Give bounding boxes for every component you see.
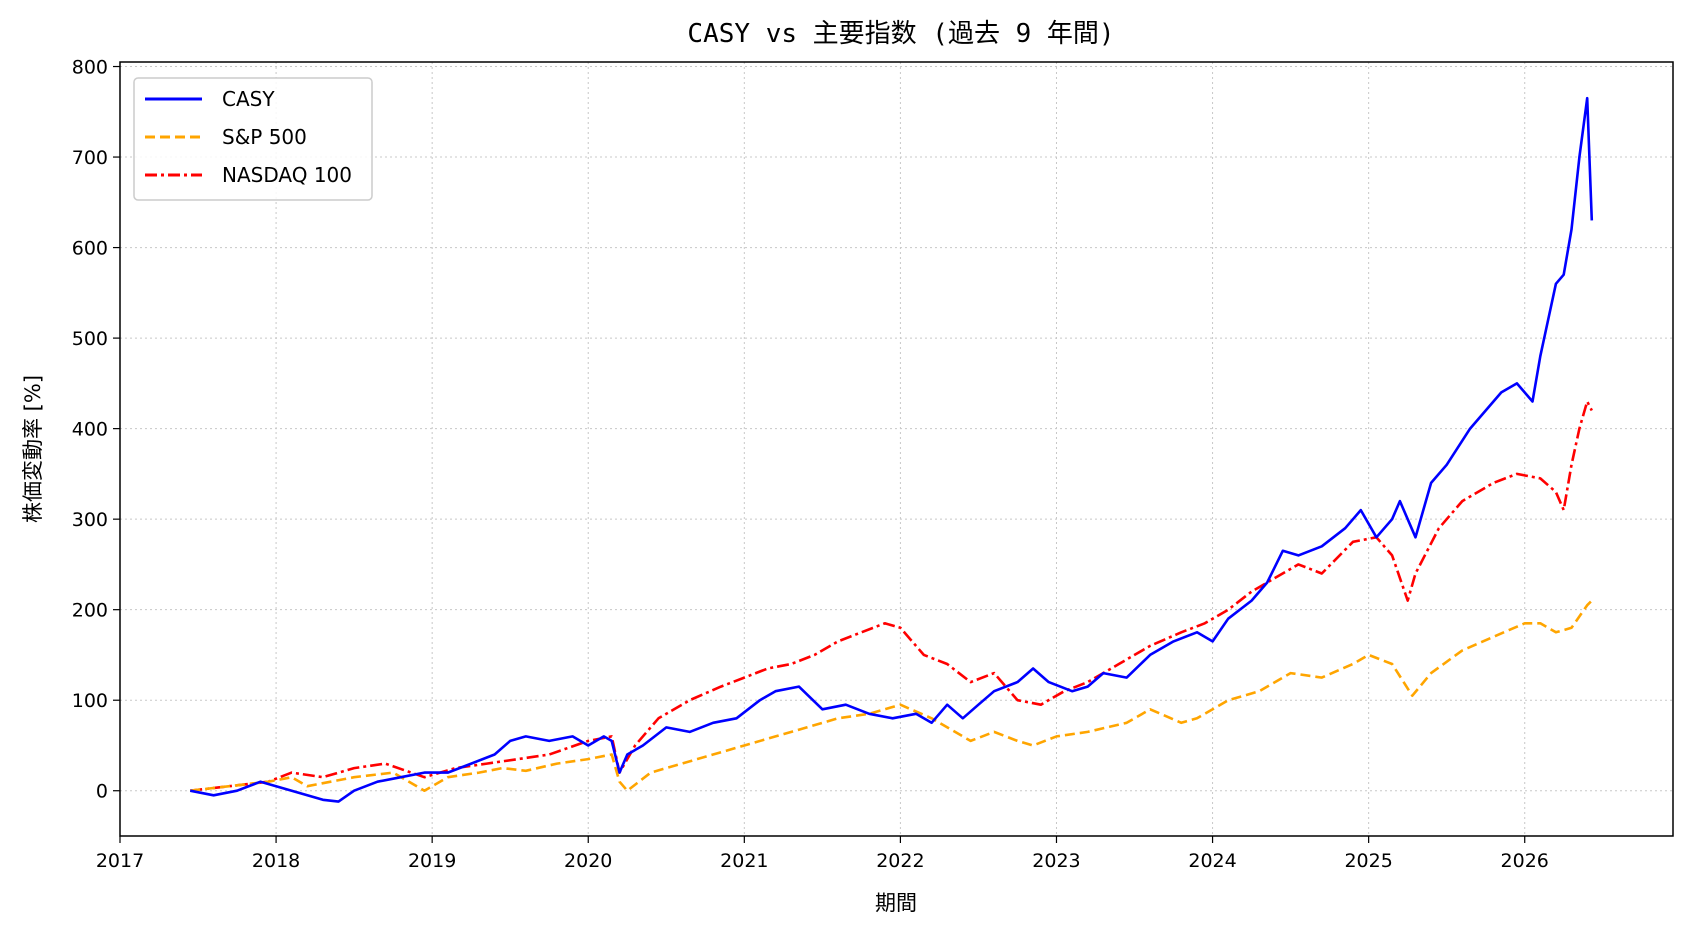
legend-label-sp500: S&P 500 xyxy=(222,125,307,149)
plot-frame xyxy=(119,61,1674,837)
y-tick-label: 800 xyxy=(72,57,108,79)
series-line-casy xyxy=(189,96,1594,803)
legend-box xyxy=(133,77,373,201)
series-lines xyxy=(189,96,1594,803)
y-tick-label: 400 xyxy=(72,419,108,441)
x-tick-label: 2026 xyxy=(1501,850,1549,872)
y-tick-label: 200 xyxy=(72,600,108,622)
chart-title: CASY vs 主要指数 (過去 9 年間) xyxy=(687,19,1114,49)
x-tick-label: 2020 xyxy=(564,850,612,872)
x-tick-label: 2019 xyxy=(408,850,456,872)
x-tick-label: 2021 xyxy=(720,850,768,872)
y-tick-label: 100 xyxy=(72,690,108,712)
series-line-s-p-500 xyxy=(190,599,1593,792)
y-axis-label: 株価変動率 [%] xyxy=(21,375,45,523)
legend-label-casy: CASY xyxy=(222,87,275,111)
x-tick-label: 2017 xyxy=(96,850,144,872)
y-tick-label: 700 xyxy=(72,147,108,169)
x-axis-ticks: 2017 2018 2019 2020 2021 2022 2023 2024 2025 2026 xyxy=(96,836,1549,872)
y-tick-label: 600 xyxy=(72,238,108,260)
x-tick-label: 2018 xyxy=(252,850,300,872)
legend-label-nasdaq: NASDAQ 100 xyxy=(222,163,352,187)
x-tick-label: 2022 xyxy=(876,850,924,872)
y-axis-ticks: 0 100 200 300 400 500 600 700 800 xyxy=(72,57,120,803)
y-tick-label: 300 xyxy=(72,509,108,531)
x-axis-label: 期間 xyxy=(875,891,917,915)
y-tick-label: 0 xyxy=(96,781,108,803)
x-tick-label: 2024 xyxy=(1188,850,1236,872)
series-line-nasdaq-100 xyxy=(190,400,1593,792)
y-tick-label: 500 xyxy=(72,328,108,350)
grid-lines xyxy=(120,62,1673,836)
x-tick-label: 2023 xyxy=(1032,850,1080,872)
legend: CASY S&P 500 NASDAQ 100 xyxy=(133,77,373,201)
x-tick-label: 2025 xyxy=(1344,850,1392,872)
